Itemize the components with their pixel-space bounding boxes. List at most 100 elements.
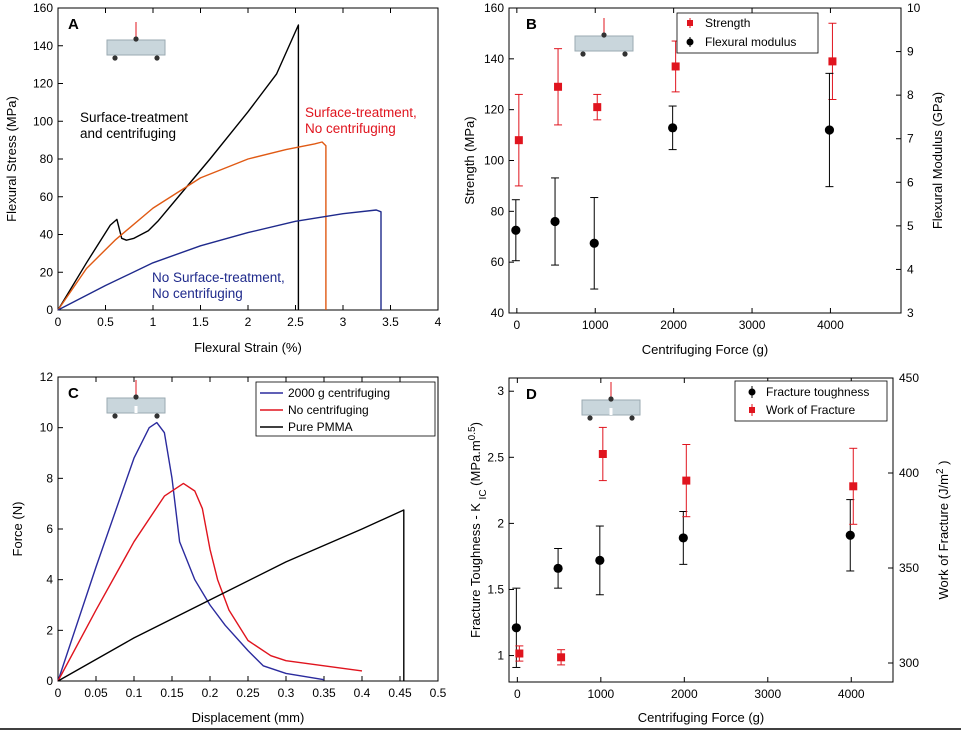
panel-C-x-tick-label: 0.35	[312, 686, 336, 700]
panel-B-y-tick-label: 160	[484, 1, 504, 15]
panel-C-x-tick-label: 0.1	[126, 686, 143, 700]
specimen-beam	[574, 35, 634, 52]
panel-C-x-axis-label: Displacement (mm)	[192, 710, 305, 725]
panel-A-x-axis-label: Flexural Strain (%)	[194, 340, 302, 355]
panel-C-letter: C	[68, 385, 79, 402]
panel-C-x-tick-label: 0.05	[84, 686, 108, 700]
specimen-notch	[134, 406, 138, 413]
panel-B-point-0-1	[554, 82, 563, 91]
specimen-notch	[609, 408, 613, 415]
support-pin-right	[154, 55, 160, 61]
panel-B-point-0-2	[593, 103, 602, 112]
support-pin-right	[629, 415, 635, 421]
panel-C-series-line-2	[57, 509, 405, 682]
panel-A-annotation-line1: Surface-treatment,	[305, 105, 417, 120]
y-label-unit: (MPa.m	[468, 440, 483, 489]
load-pin	[608, 396, 614, 402]
panel-B-x-tick-label: 2000	[660, 318, 687, 332]
panel-C-series-line-1	[57, 482, 363, 682]
panel-D-y2-tick-label: 450	[899, 371, 919, 385]
panel-B-x-tick-label: 1000	[582, 318, 609, 332]
legend-label-1: No centrifuging	[288, 403, 369, 417]
panel-C-y-axis-label: Force (N)	[10, 502, 25, 557]
support-pin-left	[112, 55, 118, 61]
panel-B-letter: B	[526, 16, 537, 33]
panel-D-point-1-1	[557, 653, 566, 662]
panel-C-y-tick-label: 10	[40, 421, 54, 435]
panel-D-y-tick-label: 2	[497, 516, 504, 530]
panel-B-legend: Strength Flexural modulus	[676, 12, 819, 54]
legend-box	[676, 12, 819, 54]
panel-D-point-0-1	[553, 563, 563, 573]
panel-B-y2-tick-label: 7	[907, 132, 914, 146]
panel-B-point-0-3	[671, 62, 680, 71]
panel-A-annotation-line1: Surface-treatment	[80, 110, 188, 125]
panel-C-y-tick-label: 8	[46, 471, 53, 485]
panel-A-x-tick-label: 0	[55, 315, 62, 329]
panel-A-letter: A	[68, 16, 79, 33]
y-label-close: )	[468, 422, 483, 426]
panel-A-annotation-line2: No centrifuging	[152, 286, 243, 301]
legend-toughness-marker	[748, 388, 756, 396]
legend-box	[255, 381, 436, 437]
panel-B-point-0-0	[514, 136, 523, 145]
panel-C-y-tick-label: 4	[46, 573, 53, 587]
panel-C-x-tick-label: 0	[55, 686, 62, 700]
panel-C-x-tick-label: 0.25	[236, 686, 260, 700]
panel-D-y-tick-label: 3	[497, 384, 504, 398]
y-label-sup: 0.5	[467, 426, 478, 440]
panel-B-specimen-icon	[574, 18, 634, 57]
panel-D-specimen-icon	[581, 382, 641, 421]
load-pin	[133, 394, 139, 400]
panel-D-y2-tick-label: 400	[899, 466, 919, 480]
panel-D-point-1-4	[849, 482, 858, 491]
legend-work-label: Work of Fracture	[766, 403, 855, 417]
support-pin-left	[587, 415, 593, 421]
panel-A-x-tick-label: 1	[150, 315, 157, 329]
panel-C-y-tick-label: 6	[46, 522, 53, 536]
panel-A-annotation-line2: No centrifuging	[305, 121, 396, 136]
panel-A-x-tick-label: 0.5	[97, 315, 114, 329]
panel-C-y-tick-label: 12	[40, 370, 54, 384]
panel-B-y-tick-label: 100	[484, 154, 504, 168]
panel-D-x-tick-label: 0	[514, 687, 521, 701]
panel-B-y2-tick-label: 3	[907, 306, 914, 320]
panel-A-x-tick-label: 3.5	[382, 315, 399, 329]
panel-B-y2-tick-label: 4	[907, 262, 914, 276]
panel-D-y-tick-label: 1	[497, 649, 504, 663]
panel-B-y-tick-label: 40	[491, 306, 505, 320]
panel-A-series-line-1	[57, 141, 327, 311]
panel-D-y-tick-label: 2.5	[487, 450, 504, 464]
panel-A-annotation-line2: and centrifuging	[80, 126, 176, 141]
panel-A-y-axis-label: Flexural Stress (MPa)	[4, 96, 19, 222]
load-pin	[601, 32, 607, 38]
legend-label-0: 2000 g centrifuging	[288, 386, 390, 400]
panel-B-y-tick-label: 140	[484, 52, 504, 66]
panel-C-x-tick-label: 0.5	[430, 686, 447, 700]
panel-D-y2-axis-label: Work of Fracture (J/m2 )	[935, 461, 952, 600]
panel-A-y-tick-label: 80	[40, 152, 54, 166]
panel-B-y-tick-label: 80	[491, 204, 505, 218]
panel-A-y-tick-label: 160	[33, 1, 53, 15]
panel-D-x-tick-label: 2000	[671, 687, 698, 701]
panel-C-x-tick-label: 0.3	[278, 686, 295, 700]
panel-A-y-tick-label: 40	[40, 228, 54, 242]
panel-C-x-tick-label: 0.2	[202, 686, 219, 700]
panel-A-specimen-icon	[106, 22, 166, 61]
panel-B-x-tick-label: 4000	[817, 318, 844, 332]
legend-label-2: Pure PMMA	[288, 420, 353, 434]
legend-work-marker	[749, 407, 755, 413]
panel-C-y-tick-label: 2	[46, 623, 53, 637]
y2-label-close: )	[936, 461, 951, 469]
panel-C-x-tick-label: 0.4	[354, 686, 371, 700]
panel-D-point-0-0	[511, 623, 521, 633]
panel-B-point-0-4	[828, 57, 837, 66]
panel-B-point-1-4	[824, 125, 835, 135]
panel-A-y-tick-label: 20	[40, 265, 54, 279]
panel-B-y-tick-label: 120	[484, 103, 504, 117]
panel-B-y-axis-label: Strength (MPa)	[462, 116, 477, 204]
panel-B-point-1-0	[511, 225, 521, 235]
specimen-beam	[106, 39, 166, 56]
panel-D-point-0-4	[845, 530, 855, 540]
